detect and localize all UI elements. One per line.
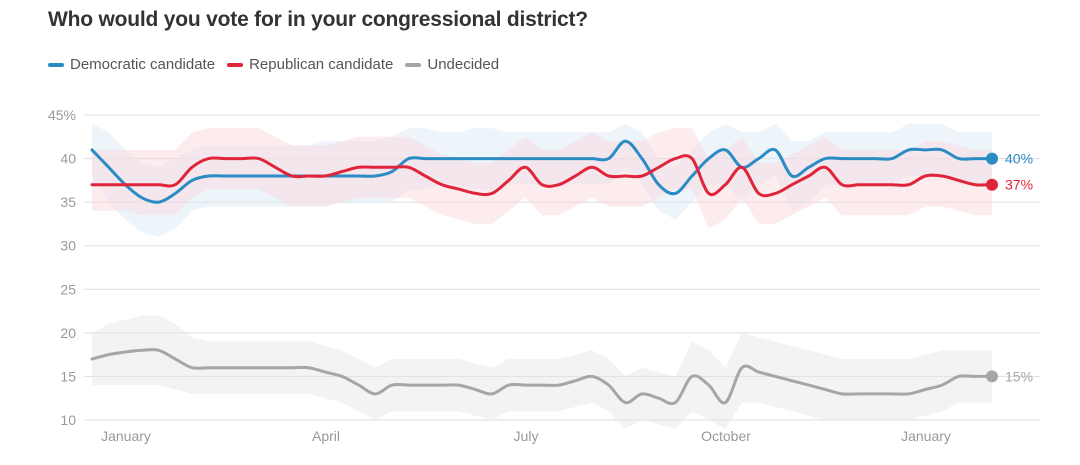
x-tick-label: October (701, 428, 751, 444)
series-end-label: 40% (1005, 151, 1033, 167)
series-end-marker (986, 178, 998, 191)
y-tick-label: 10 (60, 412, 76, 428)
series-line (90, 348, 994, 406)
y-tick-label: 25 (60, 281, 76, 297)
series-line (90, 154, 994, 198)
series-line (90, 139, 994, 204)
legend-swatch-undecided (405, 62, 422, 67)
legend-item-republican: Republican candidate (227, 56, 393, 73)
y-tick-label: 45% (48, 107, 76, 123)
x-tick-label: April (312, 428, 340, 444)
y-tick-label: 15 (60, 368, 76, 384)
x-tick-label: January (101, 428, 151, 444)
y-tick-label: 30 (60, 238, 76, 254)
legend-label-undecided: Undecided (427, 56, 500, 73)
confidence-band (92, 128, 992, 229)
axis-labels: 10 15 20 25 30 35 40 45% January April July October… (48, 107, 951, 444)
legend: Democratic candidate Republican candidat… (48, 56, 511, 73)
chart-title: Who would you vote for in your congressi… (48, 8, 588, 31)
legend-item-undecided: Undecided (405, 56, 499, 73)
series-end-marker (986, 370, 998, 383)
legend-item-democratic: Democratic candidate (48, 56, 215, 73)
series-end-label: 37% (1005, 177, 1033, 193)
confidence-bands (92, 123, 992, 429)
y-tick-label: 35 (60, 194, 76, 210)
legend-swatch-democratic (48, 62, 64, 67)
series-end-marker (986, 152, 998, 165)
x-tick-label: January (901, 428, 951, 444)
confidence-band (92, 315, 992, 429)
series-end-label: 15% (1005, 368, 1033, 384)
legend-label-democratic: Democratic candidate (70, 56, 216, 73)
x-tick-label: July (514, 428, 539, 444)
series-lines: 40% 37% 15% (90, 139, 1033, 406)
y-tick-label: 40 (60, 151, 76, 167)
y-tick-label: 20 (60, 325, 76, 341)
legend-label-republican: Republican candidate (249, 56, 394, 73)
legend-swatch-republican (227, 62, 244, 67)
